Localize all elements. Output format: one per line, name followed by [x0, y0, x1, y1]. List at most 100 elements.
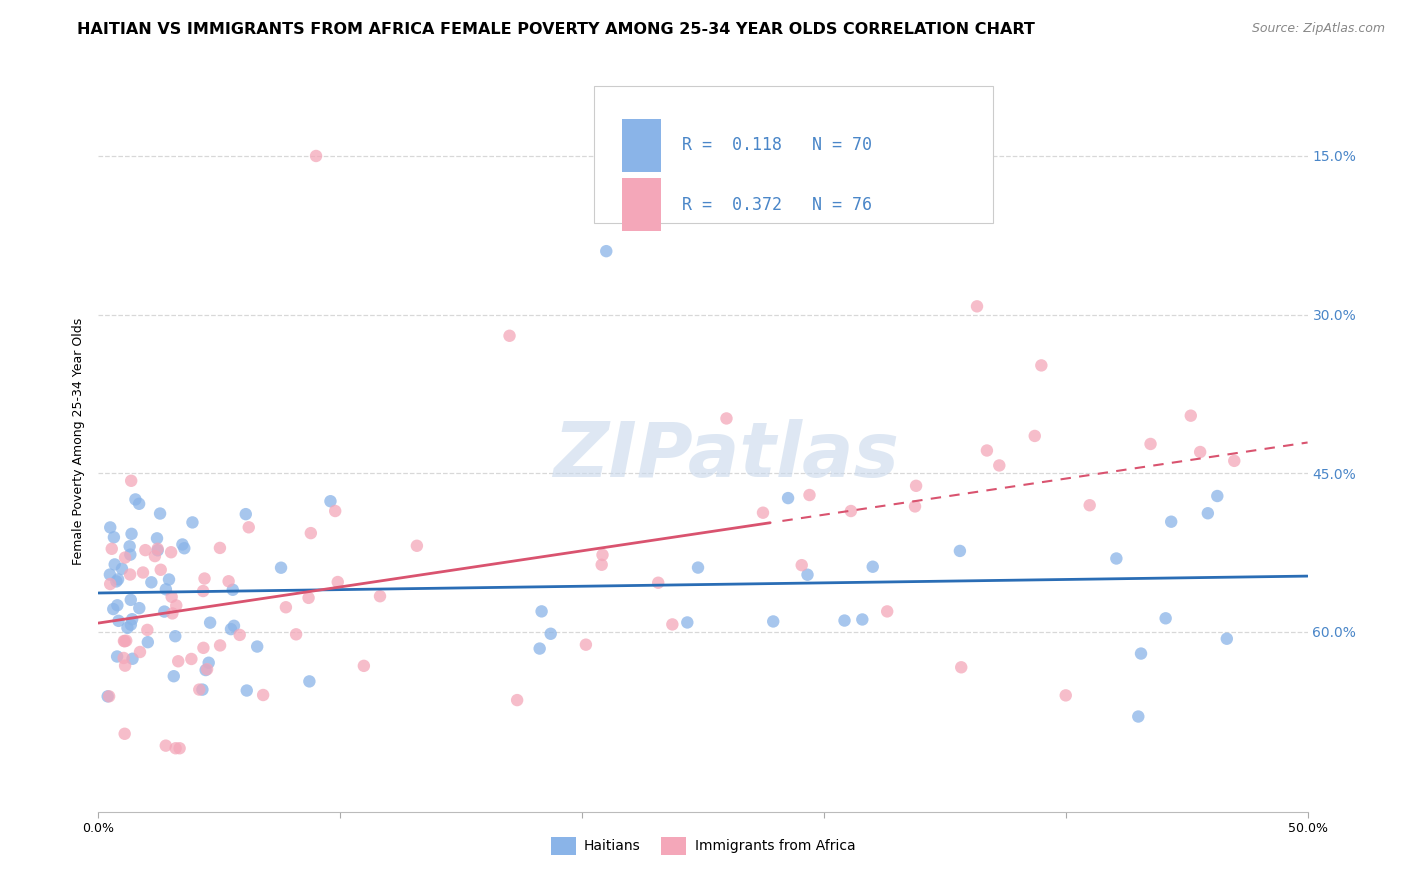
Point — [1105, 551, 1128, 566]
Point — [128, 497, 150, 511]
Point — [181, 516, 204, 530]
Point — [136, 623, 159, 637]
Point — [165, 741, 187, 756]
Point — [1054, 689, 1077, 703]
Point — [297, 591, 319, 605]
Point — [591, 558, 613, 572]
Point — [118, 539, 141, 553]
Point — [235, 507, 257, 521]
Point — [876, 604, 898, 618]
Point — [134, 543, 156, 558]
Point — [149, 507, 172, 521]
Point — [238, 520, 260, 534]
Point — [298, 674, 321, 689]
Text: R =  0.372   N = 76: R = 0.372 N = 76 — [682, 195, 873, 213]
Point — [193, 640, 215, 655]
Point — [193, 572, 215, 586]
Point — [141, 575, 163, 590]
Point — [326, 575, 349, 590]
Point — [540, 626, 562, 640]
Point — [834, 614, 856, 628]
Point — [114, 658, 136, 673]
Point — [120, 567, 142, 582]
Point — [112, 651, 135, 665]
Point — [165, 599, 187, 613]
Point — [1128, 709, 1150, 723]
Point — [160, 545, 183, 559]
Point — [98, 577, 121, 591]
Point — [778, 491, 800, 505]
Point — [790, 558, 813, 573]
Point — [132, 566, 155, 580]
Point — [575, 638, 598, 652]
Point — [197, 656, 219, 670]
Point — [121, 652, 143, 666]
FancyBboxPatch shape — [595, 87, 993, 223]
Point — [406, 539, 429, 553]
Point — [246, 640, 269, 654]
Point — [1223, 454, 1246, 468]
Point — [222, 582, 245, 597]
Point — [368, 589, 391, 603]
Point — [103, 530, 125, 544]
Point — [506, 693, 529, 707]
Point — [167, 654, 190, 668]
Point — [319, 494, 342, 508]
Point — [862, 559, 884, 574]
Point — [115, 633, 138, 648]
Point — [114, 727, 136, 741]
Point — [530, 604, 553, 618]
FancyBboxPatch shape — [621, 178, 661, 231]
Point — [198, 615, 221, 630]
Point — [966, 299, 988, 313]
Point — [120, 592, 142, 607]
Point — [146, 532, 169, 546]
Point — [146, 543, 169, 558]
Point — [1206, 489, 1229, 503]
Point — [1160, 515, 1182, 529]
Point — [180, 652, 202, 666]
Point — [120, 474, 142, 488]
Point — [194, 663, 217, 677]
Point — [950, 660, 973, 674]
Legend: Haitians, Immigrants from Africa: Haitians, Immigrants from Africa — [546, 831, 860, 860]
Point — [146, 541, 169, 556]
Point — [839, 504, 862, 518]
Point — [169, 741, 191, 756]
Point — [107, 573, 129, 587]
Point — [498, 328, 520, 343]
Point — [686, 560, 709, 574]
Point — [209, 639, 232, 653]
Point — [219, 622, 242, 636]
Point — [100, 541, 122, 556]
Point — [1078, 498, 1101, 512]
Point — [592, 548, 614, 562]
Point — [1139, 437, 1161, 451]
Text: R =  0.118   N = 70: R = 0.118 N = 70 — [682, 136, 873, 154]
Point — [163, 669, 186, 683]
Point — [1189, 445, 1212, 459]
Point — [1031, 359, 1053, 373]
Point — [155, 582, 177, 597]
Point — [104, 558, 127, 572]
Point — [796, 567, 818, 582]
Point — [124, 492, 146, 507]
Point — [165, 629, 187, 643]
Point — [236, 683, 259, 698]
Point — [1180, 409, 1202, 423]
Point — [1024, 429, 1046, 443]
FancyBboxPatch shape — [621, 119, 661, 172]
Point — [128, 601, 150, 615]
Point — [252, 688, 274, 702]
Text: Source: ZipAtlas.com: Source: ZipAtlas.com — [1251, 22, 1385, 36]
Point — [851, 612, 873, 626]
Point — [305, 149, 328, 163]
Point — [120, 617, 142, 632]
Point — [114, 634, 136, 648]
Point — [162, 607, 184, 621]
Point — [103, 602, 125, 616]
Point — [976, 443, 998, 458]
Point — [949, 544, 972, 558]
Point — [149, 563, 172, 577]
Point — [105, 649, 128, 664]
